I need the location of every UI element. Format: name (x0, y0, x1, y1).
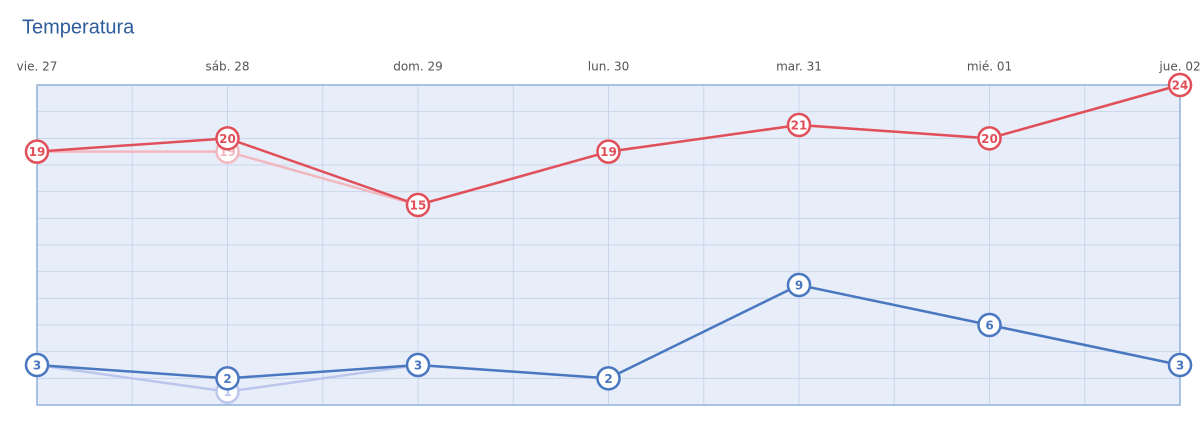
x-tick-label: lun. 30 (588, 60, 629, 74)
point-label: 2 (604, 372, 612, 386)
point-label: 19 (29, 145, 46, 159)
point-marker (596, 139, 621, 164)
point-marker (405, 192, 431, 218)
chart-title: Temperatura (22, 16, 135, 38)
point-label: 24 (1172, 79, 1189, 93)
point-marker (24, 139, 50, 164)
point-label: 9 (795, 279, 803, 293)
point-marker (24, 352, 50, 378)
x-tick-label: vie. 27 (17, 60, 58, 74)
x-tick-label: mié. 01 (967, 60, 1012, 74)
point-marker (215, 366, 240, 391)
point-marker (215, 126, 240, 151)
point-marker (596, 366, 621, 391)
point-label: 6 (985, 319, 993, 333)
point-marker (977, 126, 1002, 151)
point-label: 15 (410, 199, 427, 213)
point-label: 3 (33, 359, 41, 373)
point-marker (977, 312, 1002, 338)
point-label: 20 (981, 132, 998, 146)
point-marker (786, 112, 812, 138)
point-label: 19 (600, 145, 617, 159)
x-tick-label: sáb. 28 (205, 60, 249, 74)
point-marker (1167, 72, 1193, 98)
x-tick-label: dom. 29 (393, 60, 443, 74)
point-label: 1 (223, 385, 231, 399)
point-label: 3 (1176, 359, 1184, 373)
point-label: 20 (219, 132, 236, 146)
point-marker (405, 352, 431, 378)
point-marker (1167, 352, 1193, 378)
point-label: 3 (414, 359, 422, 373)
x-tick-label: mar. 31 (776, 60, 822, 74)
plot-border (36, 84, 1181, 406)
point-marker (786, 272, 812, 298)
point-label: 2 (223, 372, 231, 386)
point-label: 21 (791, 119, 808, 133)
x-tick-label: jue. 02 (1158, 60, 1200, 74)
